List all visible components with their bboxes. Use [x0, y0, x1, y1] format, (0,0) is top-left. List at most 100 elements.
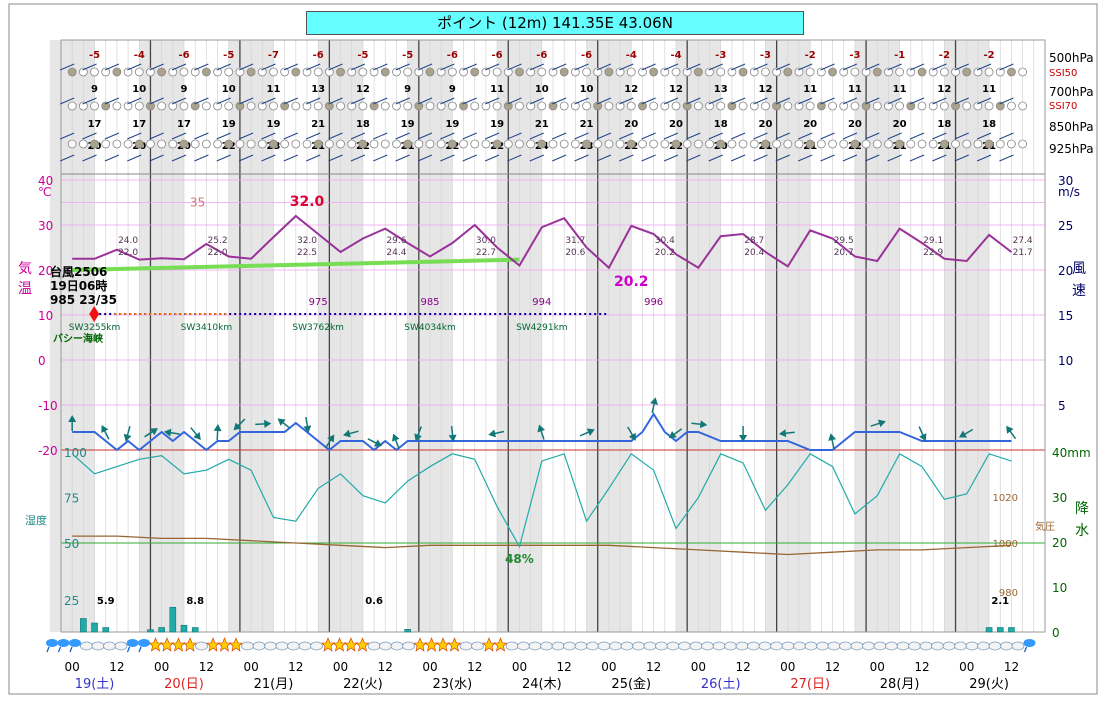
humidity-dot: [436, 139, 446, 149]
wind-direction-arrow-icon: [233, 418, 246, 431]
arrow-head: [778, 429, 787, 438]
humidity-tick: 25: [64, 594, 79, 608]
cloud-icon: [804, 641, 818, 651]
upper-temp-700: 11: [490, 84, 504, 95]
arrow-head: [699, 420, 708, 429]
wind-barb-icon: [708, 154, 723, 162]
cloud-icon: [643, 641, 657, 651]
wind-barb-icon: [59, 97, 75, 105]
wind-barb-icon: [619, 97, 634, 105]
humidity-dot: [995, 101, 1005, 111]
sun-icon: [447, 637, 462, 652]
humidity-dot: [559, 101, 569, 111]
wind-barb-icon: [976, 97, 992, 105]
wind-barb-icon: [820, 132, 835, 140]
wind-barb-icon: [954, 132, 969, 140]
wind-barb-icon: [417, 97, 433, 105]
arrow-head: [303, 425, 312, 433]
wind-barb-icon: [507, 97, 522, 105]
wind-barb-icon: [865, 63, 880, 71]
upper-temp-700: 10: [222, 84, 236, 95]
upper-temp-700: 12: [669, 84, 683, 95]
right-tick: 25: [1058, 219, 1073, 233]
humidity-dot: [761, 139, 770, 149]
humidity-dot: [481, 139, 491, 149]
wind-direction-arrow-icon: [627, 426, 636, 441]
precip-daily-total: 2.1: [991, 596, 1009, 607]
day-label: 23(水): [433, 677, 473, 692]
humidity-dot: [78, 139, 88, 149]
humidity-dot: [280, 67, 290, 77]
wind-direction-arrow-icon: [488, 429, 505, 438]
upper-temp-500: -3: [715, 50, 726, 61]
temp-max-label: 29.5: [834, 236, 854, 246]
sun-icon: [332, 637, 347, 652]
wind-barb-icon: [127, 154, 142, 162]
wind-barb-icon: [238, 97, 254, 105]
rain-drop: [138, 646, 142, 653]
humidity-dot: [727, 101, 737, 111]
wind-barb-icon: [507, 132, 522, 140]
typhoon-icon: [89, 306, 100, 322]
humidity-dot: [805, 101, 815, 111]
wind-barb-icon: [797, 97, 813, 105]
day-label: 24(木): [522, 677, 562, 692]
day-label: 22(火): [343, 677, 383, 692]
sun-icon: [355, 637, 370, 652]
wind-barb-icon: [59, 154, 75, 162]
cloud-icon: [942, 641, 956, 651]
wind-barb-icon: [574, 132, 589, 140]
hour-tick: 00: [959, 660, 974, 674]
sun-icon: [493, 637, 508, 652]
humidity-dot: [447, 67, 457, 77]
wind-barb-icon: [663, 63, 679, 71]
hour-tick: 00: [691, 660, 706, 674]
wind-barb-icon: [484, 132, 500, 140]
humidity-dot: [134, 101, 144, 111]
wind-barb-icon: [797, 154, 813, 162]
humidity-dot: [705, 67, 714, 77]
humidity-dot: [313, 101, 323, 111]
sun-icon: [229, 637, 243, 652]
humidity-dot: [895, 67, 905, 77]
sun-icon: [171, 637, 186, 652]
humidity-dot: [112, 139, 122, 149]
humidity-dot: [828, 139, 837, 149]
humidity-dot: [839, 101, 849, 111]
sun-icon: [482, 637, 496, 652]
wind-barb-icon: [797, 132, 813, 140]
wind-barb-icon: [909, 97, 925, 105]
upper-temp-700: 9: [91, 84, 98, 95]
tick-35: 35: [190, 196, 205, 210]
wind-barb-icon: [238, 63, 254, 71]
wind-barb-icon: [261, 63, 276, 71]
precip-tick: 0: [1052, 626, 1060, 640]
cloud-icon: [551, 641, 565, 651]
typhoon-pressure: 975: [309, 297, 328, 308]
humidity-dot: [347, 67, 357, 77]
right-tick: 5: [1058, 399, 1066, 413]
hour-tick: 12: [467, 660, 482, 674]
humidity-dot: [626, 67, 636, 77]
wind-barb-icon: [261, 154, 276, 162]
humidity-dot: [369, 101, 379, 111]
wind-barb-icon: [462, 154, 477, 162]
wind-barb-icon: [730, 97, 746, 105]
wind-barb-icon: [149, 154, 164, 162]
humidity-dot: [895, 139, 905, 149]
right-tick: 30: [1058, 174, 1073, 188]
humidity-dot: [693, 101, 703, 111]
humidity-dot: [246, 101, 256, 111]
left-tick: 10: [38, 309, 53, 323]
humidity-dot: [146, 139, 155, 149]
cloud-icon: [747, 641, 760, 651]
upper-temp-850: 18: [937, 119, 951, 130]
upper-temp-850: 20: [848, 119, 862, 130]
temp-min-label: 20.4: [744, 248, 764, 258]
wind-barb-icon: [596, 97, 612, 105]
wind-barb-icon: [932, 132, 947, 140]
wind-direction-arrow-icon: [537, 424, 546, 440]
wind-barb-icon: [171, 97, 187, 105]
